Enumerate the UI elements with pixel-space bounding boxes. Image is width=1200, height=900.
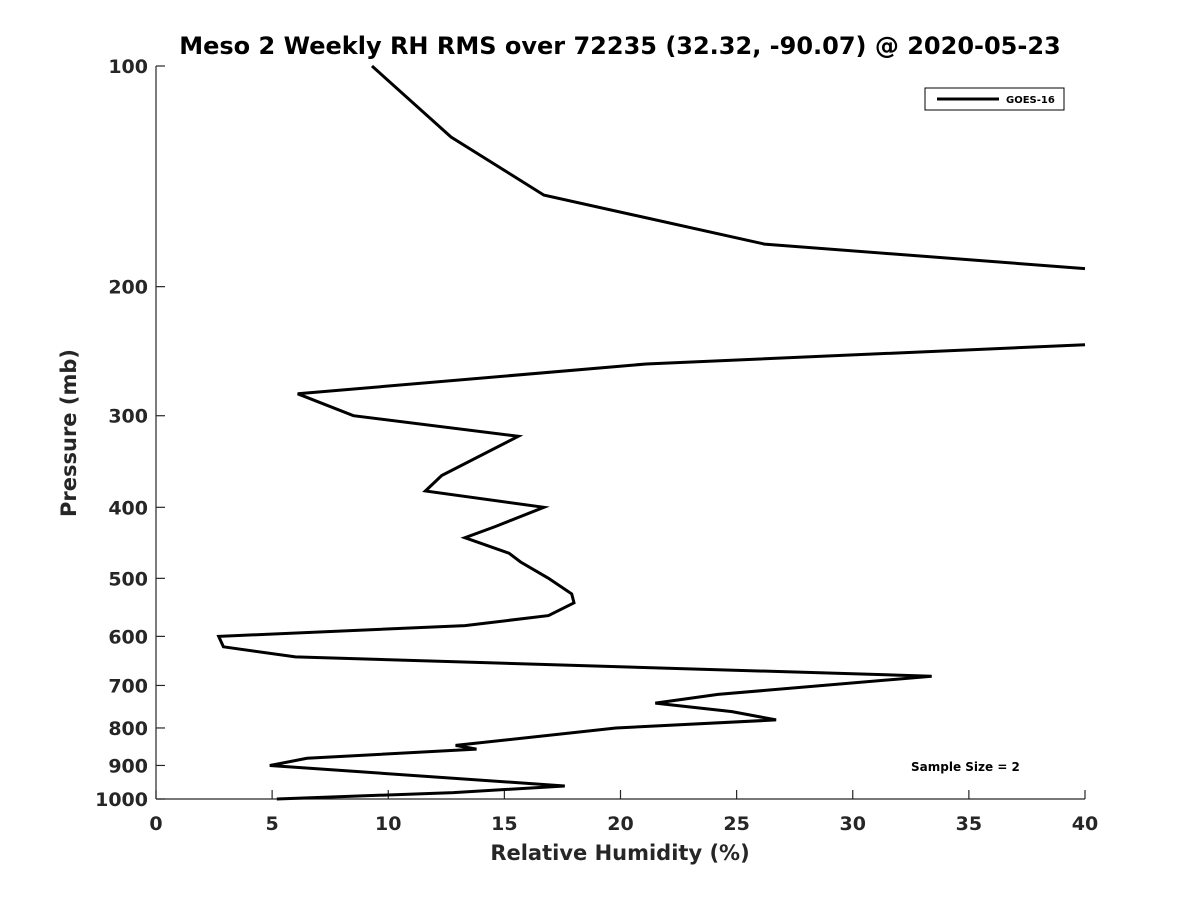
sample-size-annotation: Sample Size = 2: [911, 760, 1020, 774]
x-tick-label: 20: [607, 813, 633, 835]
x-tick-label: 25: [723, 813, 749, 835]
y-tick-label: 100: [108, 56, 148, 78]
x-tick-label: 35: [956, 813, 982, 835]
series-layer: [216, 64, 1086, 801]
y-tick-label: 200: [108, 277, 148, 299]
x-tick-label: 0: [149, 813, 162, 835]
y-axis-ticks: 100 200 300 400 500 600 700 800 900 1000: [95, 56, 165, 811]
x-axis-ticks: 0 5 10 15 20 25 30 35 40: [149, 790, 1098, 835]
y-tick-label: 400: [108, 497, 148, 519]
legend-label-goes-16: GOES-16: [1006, 95, 1055, 106]
x-axis-label: Relative Humidity (%): [490, 841, 749, 865]
y-tick-label: 1000: [95, 789, 148, 811]
y-tick-label: 900: [108, 755, 148, 777]
x-tick-label: 40: [1072, 813, 1098, 835]
x-tick-label: 10: [375, 813, 401, 835]
x-tick-label: 15: [491, 813, 517, 835]
y-tick-label: 800: [108, 718, 148, 740]
y-tick-label: 500: [108, 568, 148, 590]
x-tick-label: 30: [840, 813, 866, 835]
y-tick-label: 700: [108, 675, 148, 697]
y-tick-label: 600: [108, 626, 148, 648]
x-tick-label: 5: [266, 813, 279, 835]
series-line-goes-16: [216, 64, 1086, 801]
chart-title: Meso 2 Weekly RH RMS over 72235 (32.32, …: [179, 32, 1061, 60]
y-tick-label: 300: [108, 406, 148, 428]
legend: GOES-16: [924, 87, 1065, 111]
y-axis-label: Pressure (mb): [57, 349, 81, 517]
